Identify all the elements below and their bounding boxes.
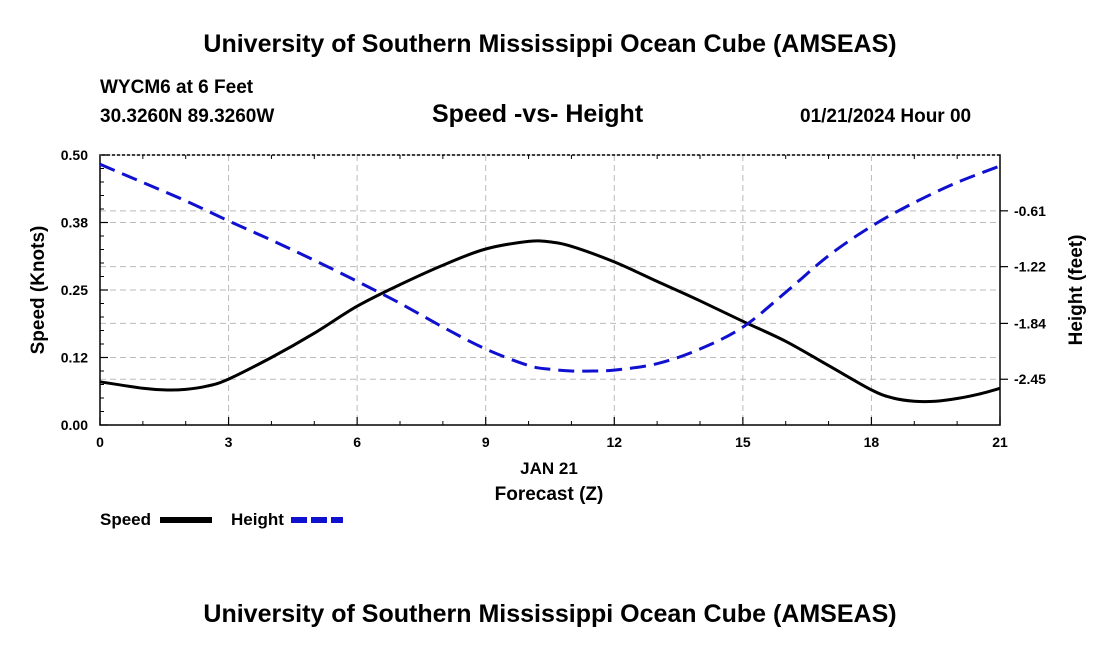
x-tick-label: 18 [864,434,880,450]
height-series-line [99,162,1001,373]
speed-series-line [99,239,1001,404]
x-tick-label: 0 [96,434,104,450]
y-tick-label: 0.38 [61,215,88,231]
y-tick-label: 0.25 [61,282,88,298]
legend-speed-label: Speed [100,510,151,529]
y2-tick-label: -0.61 [1014,203,1046,219]
page-title: University of Southern Mississippi Ocean… [203,30,897,58]
legend-height-label: Height [231,510,284,529]
y-tick-label: 0.00 [61,417,88,433]
x-tick-label: 12 [606,434,622,450]
y2-tick-label: -2.45 [1014,371,1046,387]
x-tick-label: 15 [735,434,751,450]
x-tick-label: 3 [225,434,233,450]
x-date-label: JAN 21 [520,459,578,478]
x-tick-label: 6 [353,434,361,450]
y-tick-label: 0.50 [61,147,88,163]
station-label: WYCM6 at 6 Feet [100,77,254,98]
chart-title: Speed -vs- Height [432,100,644,128]
datetime-label: 01/21/2024 Hour 00 [800,106,972,127]
legend: Speed Height [100,510,343,529]
x-tick-label: 9 [482,434,490,450]
x-tick-label: 21 [992,434,1008,450]
y2-tick-label: -1.84 [1014,315,1046,331]
y2-axis-label: Height (feet) [1066,235,1087,346]
y-axis-label: Speed (Knots) [28,226,49,355]
footer-title: University of Southern Mississippi Ocean… [203,600,897,628]
x-axis-label: Forecast (Z) [495,484,604,505]
y2-tick-label: -1.22 [1014,259,1046,275]
coordinates-label: 30.3260N 89.3260W [100,106,275,127]
y-tick-label: 0.12 [61,350,88,366]
